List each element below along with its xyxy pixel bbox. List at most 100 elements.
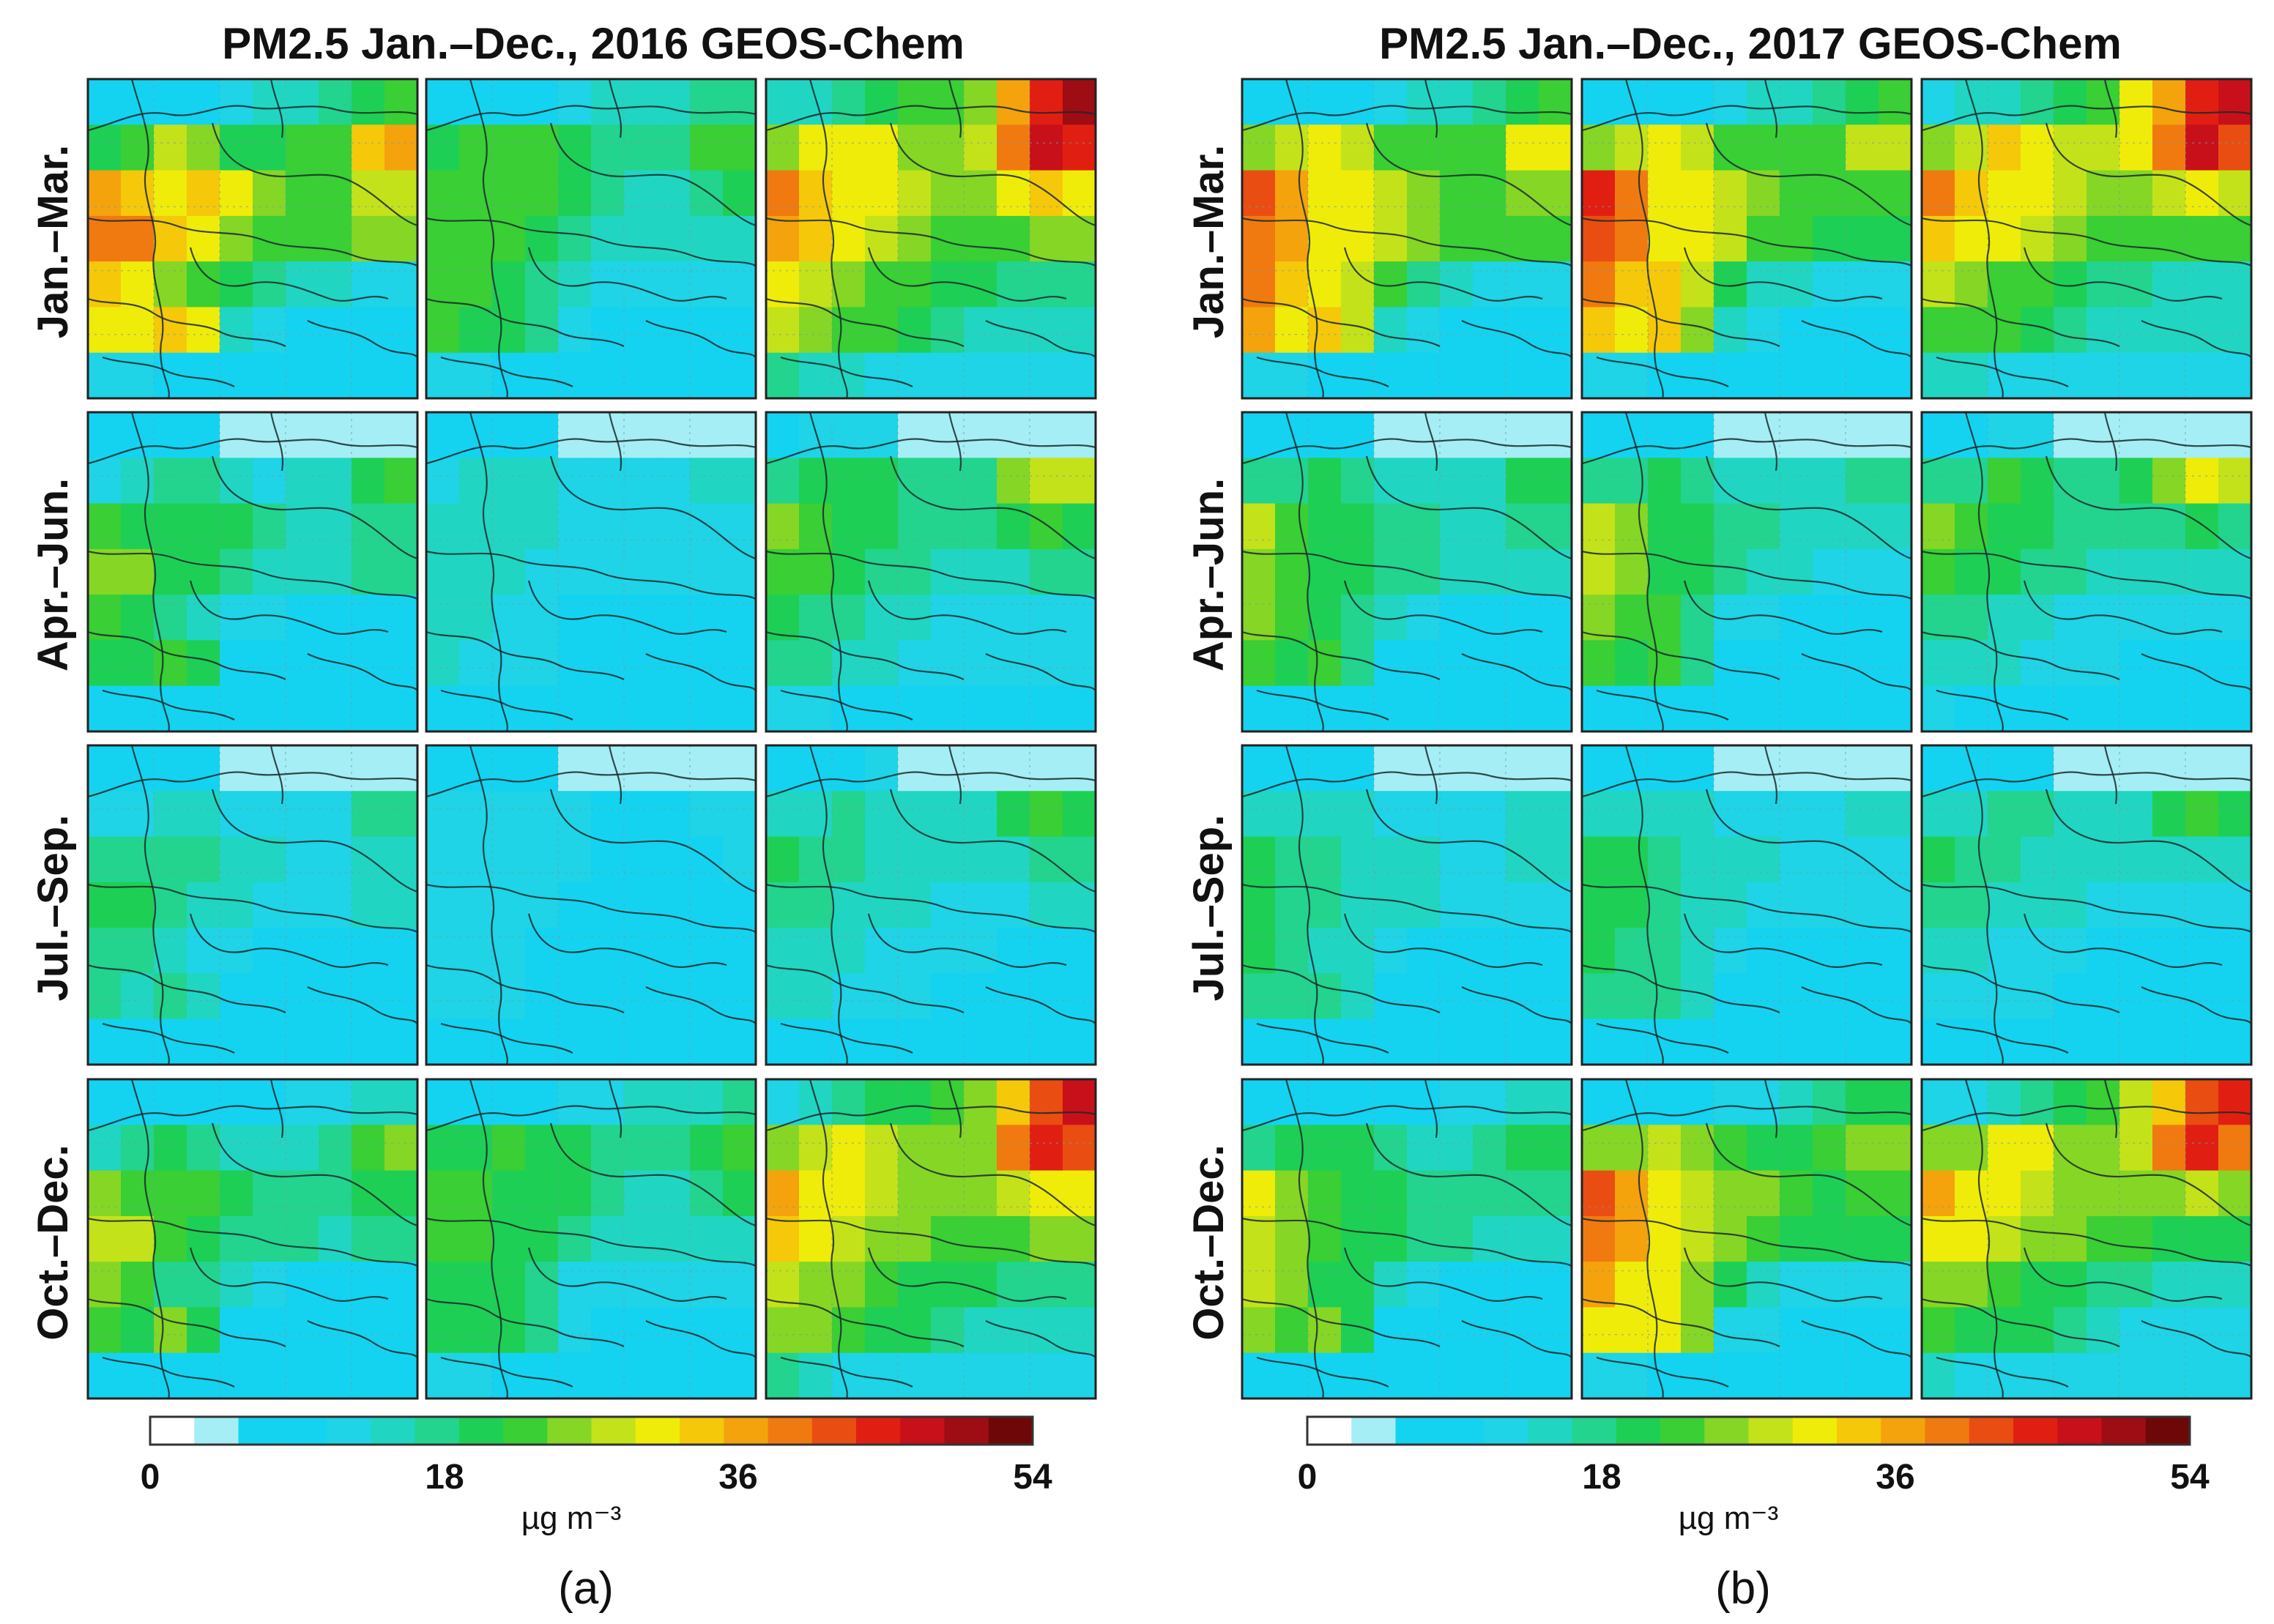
heatmap-cell bbox=[1275, 791, 1309, 838]
heatmap-cell bbox=[799, 1307, 833, 1354]
heatmap-cell bbox=[1922, 1352, 1955, 1399]
heatmap-cell bbox=[426, 124, 460, 171]
country-border bbox=[102, 1356, 235, 1388]
heatmap-cell bbox=[1988, 836, 2021, 883]
country-border bbox=[1241, 883, 1572, 933]
heatmap-cell bbox=[1275, 1018, 1309, 1065]
heatmap-cell bbox=[1440, 261, 1474, 308]
heatmap-cell bbox=[624, 1018, 658, 1065]
heatmap-cell bbox=[690, 458, 724, 504]
colorbar-swatch bbox=[1616, 1417, 1661, 1445]
panel-a-row-label-1: Jan.–Mar. bbox=[29, 145, 77, 338]
country-border bbox=[1256, 1022, 1389, 1054]
heatmap-cell bbox=[1063, 1352, 1096, 1399]
heatmap-cell bbox=[1275, 685, 1309, 732]
heatmap-cell bbox=[253, 352, 286, 399]
heatmap-cell bbox=[2087, 640, 2120, 687]
heatmap-cell bbox=[931, 882, 965, 928]
country-border bbox=[809, 411, 848, 732]
map-frame bbox=[425, 78, 757, 400]
country-border bbox=[440, 1022, 573, 1054]
heatmap-cell bbox=[1922, 503, 1955, 550]
heatmap-cell bbox=[964, 307, 997, 354]
heatmap-cell bbox=[2218, 458, 2252, 504]
heatmap-cell bbox=[319, 170, 352, 217]
heatmap-cell bbox=[1648, 215, 1682, 262]
heatmap-cell bbox=[558, 882, 592, 928]
heatmap-cell bbox=[286, 412, 319, 459]
heatmap-cell bbox=[220, 745, 253, 792]
heatmap-cell bbox=[1407, 685, 1441, 732]
heatmap-cell bbox=[1275, 1307, 1309, 1354]
heatmap-cell bbox=[997, 412, 1030, 459]
heatmap-cell bbox=[1988, 124, 2021, 171]
heatmap-cell bbox=[187, 685, 220, 732]
heatmap-cell bbox=[1747, 685, 1780, 732]
heatmap-cell bbox=[2087, 595, 2120, 641]
heatmap-cell bbox=[799, 595, 833, 641]
heatmap-cell bbox=[799, 882, 833, 928]
heatmap-cell bbox=[1539, 640, 1572, 687]
heatmap-cell bbox=[1539, 685, 1572, 732]
heatmap-cell bbox=[1648, 79, 1682, 126]
heatmap-cell bbox=[319, 412, 352, 459]
heatmap-cell bbox=[1582, 1170, 1616, 1217]
heatmap-cell bbox=[187, 928, 220, 975]
heatmap-cell bbox=[931, 1307, 965, 1354]
map-cells bbox=[1580, 78, 1913, 400]
panel-a-row3-col3 bbox=[765, 744, 1097, 1066]
heatmap-cell bbox=[1582, 745, 1616, 792]
heatmap-cell bbox=[1988, 548, 2021, 595]
heatmap-cell bbox=[220, 836, 253, 883]
heatmap-cell bbox=[591, 170, 625, 217]
heatmap-cell bbox=[2087, 307, 2120, 354]
heatmap-cell bbox=[1341, 170, 1375, 217]
country-border bbox=[211, 455, 418, 560]
map-cells bbox=[1241, 1078, 1573, 1400]
heatmap-cell bbox=[286, 973, 319, 1020]
country-border bbox=[1581, 630, 1780, 680]
heatmap-cell bbox=[1242, 458, 1276, 504]
heatmap-cell bbox=[1813, 791, 1846, 838]
heatmap-cell bbox=[1242, 79, 1276, 126]
heatmap-cell bbox=[384, 1262, 418, 1308]
heatmap-cell bbox=[1242, 640, 1276, 687]
heatmap-cell bbox=[2021, 215, 2054, 262]
country-border bbox=[87, 1297, 286, 1347]
heatmap-cell bbox=[1374, 1079, 1408, 1126]
heatmap-cell bbox=[1747, 745, 1780, 792]
heatmap-cell bbox=[1615, 458, 1649, 504]
heatmap-cell bbox=[1506, 1215, 1539, 1262]
country-border bbox=[1801, 986, 1912, 1024]
heatmap-cell bbox=[253, 548, 286, 595]
heatmap-cell bbox=[624, 1079, 658, 1126]
panel-a-row1-col1 bbox=[86, 78, 419, 400]
heatmap-cell bbox=[723, 1079, 757, 1126]
heatmap-cell bbox=[1846, 503, 1879, 550]
heatmap-cell bbox=[1374, 1352, 1408, 1399]
heatmap-cell bbox=[492, 79, 526, 126]
heatmap-cell bbox=[2185, 352, 2219, 399]
heatmap-cell bbox=[1506, 261, 1539, 308]
heatmap-cell bbox=[88, 79, 122, 126]
heatmap-cell bbox=[964, 685, 997, 732]
country-border bbox=[1581, 1217, 1912, 1267]
heatmap-cell bbox=[898, 503, 932, 550]
heatmap-cell bbox=[723, 1125, 757, 1172]
heatmap-cell bbox=[286, 882, 319, 928]
heatmap-cell bbox=[492, 458, 526, 504]
heatmap-cell bbox=[1846, 1125, 1879, 1172]
panel-a-row-label-4: Oct.–Dec. bbox=[29, 1144, 77, 1341]
heatmap-cell bbox=[1030, 170, 1063, 217]
heatmap-cell bbox=[2021, 503, 2054, 550]
heatmap-cell bbox=[2087, 1079, 2120, 1126]
heatmap-cell bbox=[220, 170, 253, 217]
heatmap-cell bbox=[1813, 458, 1846, 504]
panel-a-row-label-3: Jul.–Sep. bbox=[29, 815, 77, 1002]
heatmap-cell bbox=[187, 1170, 220, 1217]
heatmap-cell bbox=[2054, 307, 2087, 354]
map-frame bbox=[425, 411, 757, 733]
heatmap-cell bbox=[591, 791, 625, 838]
heatmap-cell bbox=[1648, 503, 1682, 550]
country-border bbox=[130, 745, 170, 1065]
